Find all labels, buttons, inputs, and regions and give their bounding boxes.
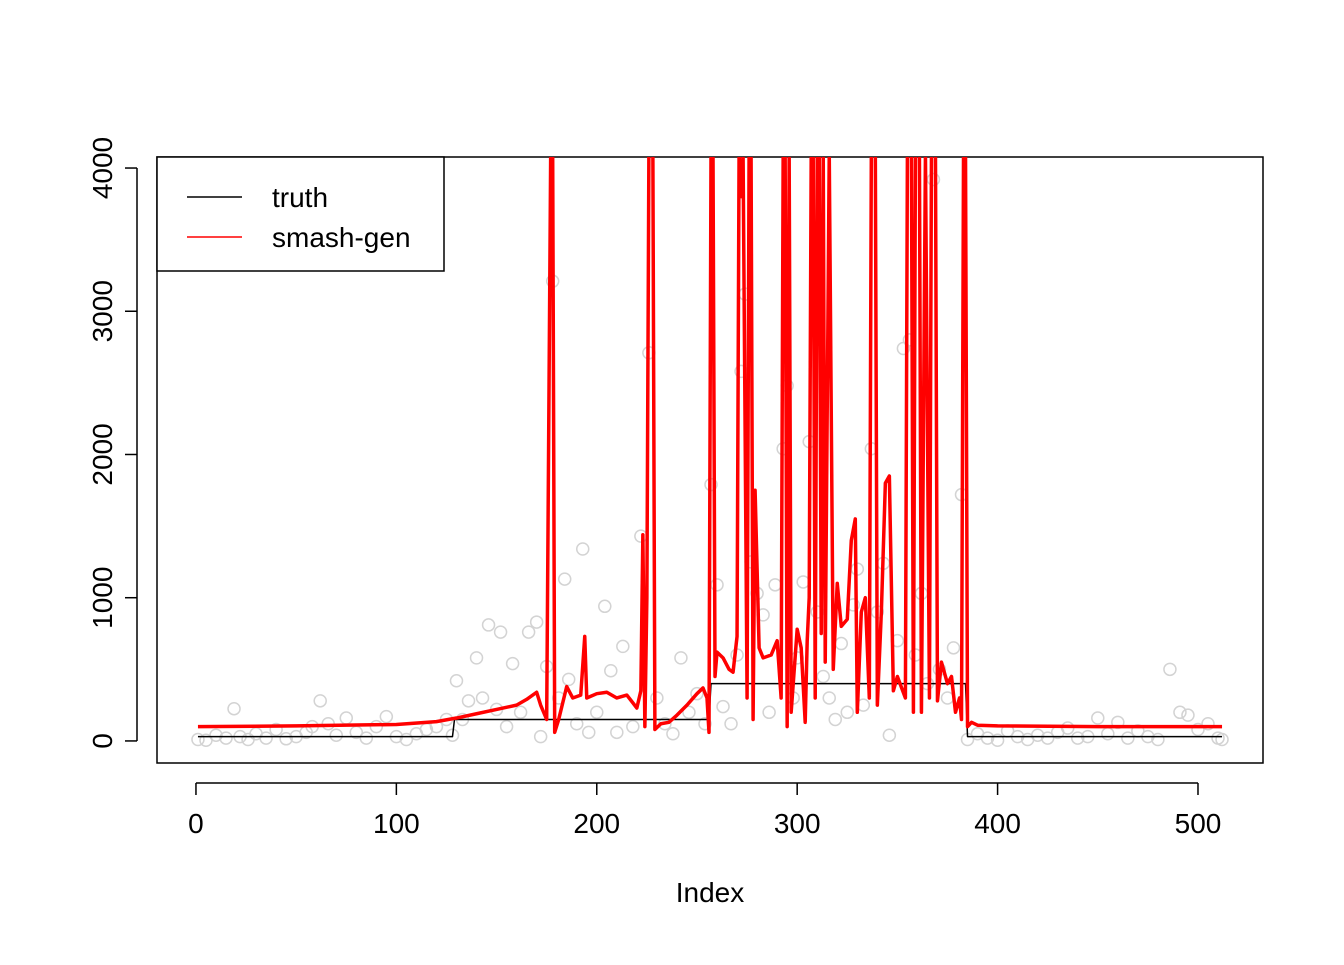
data-point (461, 694, 476, 708)
data-point (768, 578, 782, 592)
y-tick-label: 4000 (87, 137, 118, 199)
y-tick-label: 2000 (87, 423, 118, 485)
legend-box (156, 156, 445, 272)
data-point (359, 731, 374, 745)
data-point (1151, 732, 1165, 747)
data-point (796, 575, 810, 589)
data-point (710, 578, 724, 592)
data-point (521, 625, 536, 639)
data-point (369, 719, 384, 734)
data-point (840, 705, 855, 720)
data-point (828, 712, 843, 727)
data-point (493, 625, 508, 639)
data-point (259, 731, 273, 745)
data-point (724, 717, 738, 731)
legend: truth smash-gen (156, 156, 445, 272)
data-point (990, 733, 1005, 747)
data-point (1040, 731, 1055, 745)
data-point (575, 542, 590, 556)
data-point (1201, 717, 1215, 731)
data-point (590, 705, 604, 720)
data-point (882, 728, 897, 742)
data-point (475, 691, 490, 705)
data-point (339, 711, 354, 725)
data-point (1101, 727, 1115, 741)
data-point (1215, 732, 1229, 747)
data-point (191, 732, 205, 747)
data-point (1173, 705, 1187, 720)
data-point (219, 731, 233, 745)
data-point (241, 732, 255, 747)
data-point (399, 732, 414, 747)
data-point (1121, 731, 1135, 745)
data-point (698, 717, 712, 731)
data-point (816, 669, 830, 684)
data-point (604, 664, 618, 678)
data-point (279, 732, 293, 746)
axes: 0 100 200 300 400 500 0 1000 2000 3000 4000 (87, 137, 1221, 839)
series-line (197, 157, 1223, 735)
data-point (822, 691, 836, 705)
data-point (505, 656, 520, 671)
data-point (449, 674, 464, 688)
data-point (1070, 731, 1085, 745)
data-point (1091, 711, 1105, 725)
data-point (634, 529, 648, 543)
data-point (1181, 708, 1195, 722)
x-axis-label: Index (676, 877, 745, 908)
y-tick-label: 0 (87, 733, 118, 749)
data-point (445, 728, 460, 742)
data-point (616, 639, 630, 654)
y-tick-label: 3000 (87, 280, 118, 342)
data-point (610, 725, 624, 740)
data-point (926, 172, 941, 187)
data-point (569, 717, 584, 731)
data-point (946, 641, 961, 655)
y-tick-label: 1000 (87, 567, 118, 629)
data-point (379, 709, 394, 724)
data-point (980, 731, 995, 745)
x-tick-label: 0 (188, 808, 204, 839)
data-point (690, 686, 704, 701)
data-point (269, 722, 283, 737)
data-point (561, 672, 576, 687)
data-point (666, 727, 680, 741)
data-point (582, 725, 596, 740)
data-point (1191, 722, 1205, 737)
data-point (598, 599, 612, 614)
x-tick-label: 200 (573, 808, 620, 839)
data-point (313, 694, 327, 708)
data-point (329, 728, 343, 742)
data-point (529, 615, 544, 629)
data-point (533, 729, 548, 744)
data-point (227, 701, 241, 716)
data-point (716, 699, 730, 714)
data-point (626, 719, 640, 734)
data-point (762, 705, 776, 720)
legend-label: smash-gen (272, 222, 411, 253)
x-tick-label: 500 (1175, 808, 1222, 839)
x-tick-label: 300 (774, 808, 821, 839)
data-point (513, 705, 528, 720)
data-point (674, 651, 688, 665)
data-point (557, 572, 572, 586)
plot-area (191, 157, 1229, 747)
data-point (469, 651, 484, 665)
data-point (209, 728, 223, 742)
x-tick-label: 400 (974, 808, 1021, 839)
data-point (650, 691, 664, 705)
data-point (481, 618, 496, 632)
data-point (1030, 728, 1045, 742)
data-point (499, 719, 514, 734)
data-point (682, 705, 696, 720)
data-point (834, 636, 849, 651)
x-tick-label: 100 (373, 808, 420, 839)
data-point (1163, 662, 1177, 677)
legend-label: truth (272, 182, 328, 213)
